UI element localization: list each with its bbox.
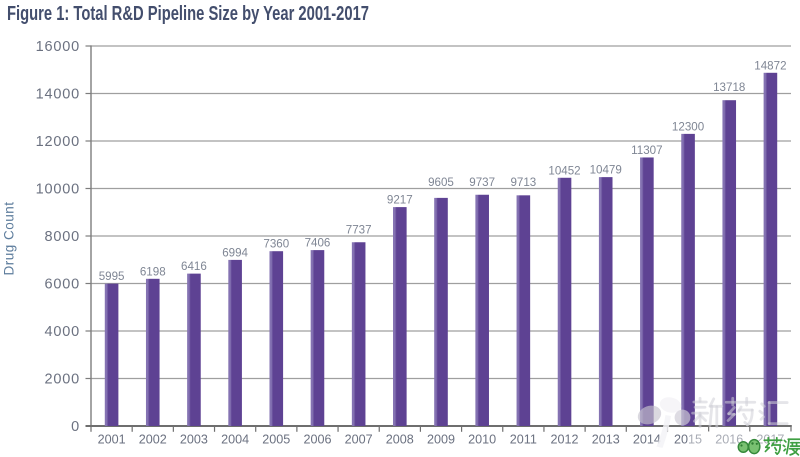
svg-text:2005: 2005 [262,433,290,447]
svg-text:0: 0 [71,419,80,435]
svg-text:2016: 2016 [715,433,743,447]
svg-text:9713: 9713 [510,176,536,189]
svg-text:2012: 2012 [551,433,579,447]
svg-text:4000: 4000 [45,324,80,340]
svg-text:2014: 2014 [633,433,661,447]
svg-text:2000: 2000 [45,372,80,388]
svg-text:5995: 5995 [99,270,125,283]
svg-text:9605: 9605 [428,176,454,189]
svg-text:9217: 9217 [387,194,413,207]
svg-text:Drug Count: Drug Count [2,201,17,275]
svg-text:12300: 12300 [672,120,704,133]
svg-text:14000: 14000 [36,87,80,103]
svg-text:6198: 6198 [140,265,166,278]
svg-text:2007: 2007 [345,433,373,447]
svg-text:13718: 13718 [713,81,745,94]
svg-text:Figure 1: Total R&D Pipeline S: Figure 1: Total R&D Pipeline Size by Yea… [7,3,369,25]
svg-text:6416: 6416 [181,260,207,273]
svg-text:16000: 16000 [36,39,80,55]
svg-text:2008: 2008 [386,433,414,447]
svg-text:2013: 2013 [592,433,620,447]
svg-text:7360: 7360 [263,238,289,251]
svg-text:12000: 12000 [36,134,80,150]
svg-text:8000: 8000 [45,229,80,245]
svg-text:2009: 2009 [427,433,455,447]
svg-text:6994: 6994 [222,246,248,259]
svg-text:2011: 2011 [510,433,537,447]
svg-text:11307: 11307 [631,144,662,157]
svg-text:14872: 14872 [754,59,786,72]
svg-text:10000: 10000 [36,182,80,198]
svg-text:10479: 10479 [590,164,622,177]
svg-text:6000: 6000 [45,277,80,293]
svg-text:7737: 7737 [346,224,372,237]
svg-text:2002: 2002 [139,433,167,447]
svg-text:9737: 9737 [469,176,495,189]
svg-text:10452: 10452 [548,164,580,177]
svg-text:7406: 7406 [305,237,331,250]
svg-text:2015: 2015 [674,433,702,447]
svg-text:2004: 2004 [221,433,249,447]
svg-text:2006: 2006 [303,433,331,447]
svg-text:2003: 2003 [180,433,208,447]
svg-text:2001: 2001 [98,433,126,447]
svg-text:2010: 2010 [468,433,496,447]
